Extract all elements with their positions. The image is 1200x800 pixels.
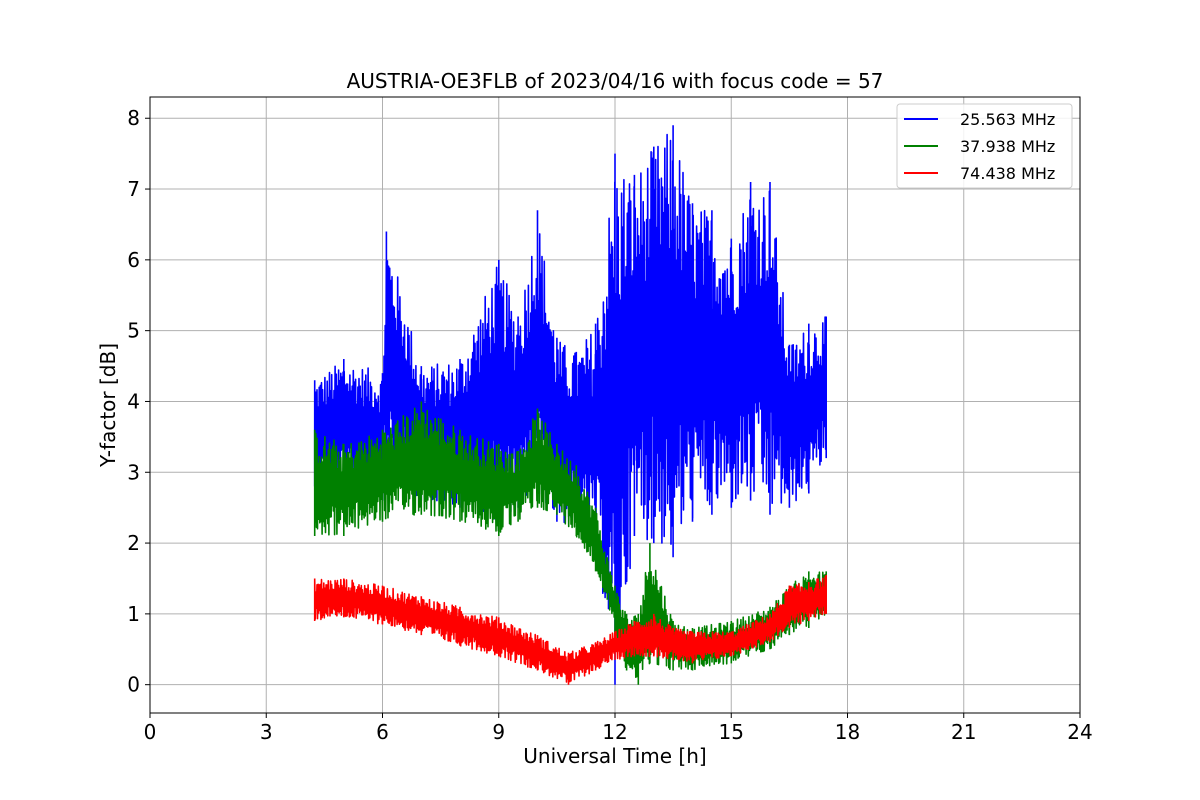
y-tick-label: 5 xyxy=(127,319,140,343)
legend-entry-label: 25.563 MHz xyxy=(960,110,1055,129)
legend-box xyxy=(896,103,1073,189)
x-tick-label: 0 xyxy=(144,720,157,744)
legend-entry-label: 37.938 MHz xyxy=(960,137,1055,156)
chart-title: AUSTRIA-OE3FLB of 2023/04/16 with focus … xyxy=(347,69,884,93)
plot-area xyxy=(313,125,827,685)
y-axis-label: Y-factor [dB] xyxy=(96,343,120,468)
legend: 25.563 MHz 37.938 MHz 74.438 MHz xyxy=(896,103,1073,189)
y-tick-label: 3 xyxy=(127,460,140,484)
x-tick-label: 3 xyxy=(260,720,273,744)
y-tick-label: 2 xyxy=(127,531,140,555)
x-tick-label: 21 xyxy=(951,720,976,744)
x-tick-label: 12 xyxy=(602,720,627,744)
y-axis-ticks: 0 1 2 3 4 5 6 7 8 xyxy=(127,106,150,697)
x-axis-ticks: 0 3 6 9 12 15 18 21 24 xyxy=(144,713,1093,744)
x-tick-label: 24 xyxy=(1067,720,1092,744)
y-tick-label: 7 xyxy=(127,177,140,201)
x-tick-label: 15 xyxy=(719,720,744,744)
x-tick-label: 9 xyxy=(492,720,505,744)
y-tick-label: 4 xyxy=(127,389,140,413)
x-tick-label: 6 xyxy=(376,720,389,744)
legend-entry-label: 74.438 MHz xyxy=(960,164,1055,183)
x-axis-label: Universal Time [h] xyxy=(523,744,706,768)
y-tick-label: 6 xyxy=(127,248,140,272)
series-line-2 xyxy=(313,574,827,685)
x-tick-label: 18 xyxy=(835,720,860,744)
y-tick-label: 8 xyxy=(127,106,140,130)
y-tick-label: 0 xyxy=(127,673,140,697)
y-tick-label: 1 xyxy=(127,602,140,626)
